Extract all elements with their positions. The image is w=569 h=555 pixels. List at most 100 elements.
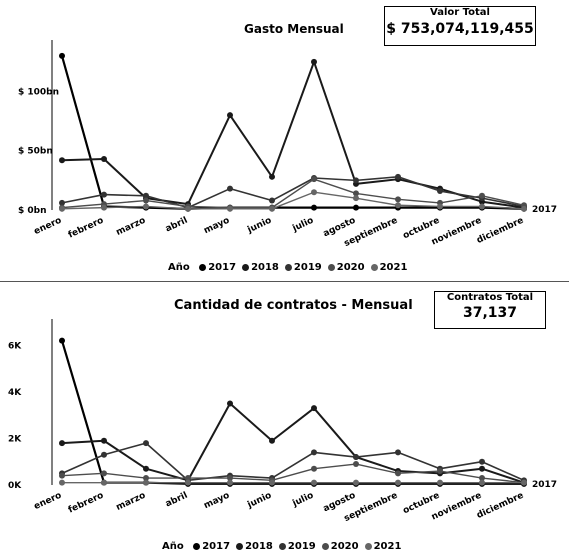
y-tick-label: $ 0bn: [18, 206, 47, 216]
data-point-2018: [269, 437, 275, 444]
x-tick-label: mayo: [202, 216, 231, 237]
x-tick-label: enero: [33, 216, 64, 237]
data-point-2020: [479, 475, 485, 482]
data-point-2021: [479, 479, 485, 486]
data-point-2020: [311, 176, 317, 183]
legend-marker: [364, 543, 372, 550]
data-point-2018: [311, 405, 317, 412]
y-tick-label: 4K: [8, 388, 22, 398]
data-point-2019: [395, 449, 401, 456]
chart-legend: Año 2017 2018 2019 2020 2021: [168, 262, 407, 273]
line-chart-gasto: $ 0bn $ 50bn $ 100bn enero febrero marzo abril…: [18, 40, 557, 249]
series-line-2020: [61, 463, 525, 484]
series-line-2017: [60, 55, 525, 210]
kpi-label: Valor Total: [430, 7, 490, 18]
data-point-2019: [143, 192, 149, 199]
data-point-2019: [59, 199, 65, 206]
series-line-2019: [61, 176, 525, 209]
chart-panel-gasto: Gasto Mensual Valor Total $ 753,074,119,…: [18, 6, 557, 273]
y-tick-label: 2K: [8, 434, 22, 444]
data-point-2018: [101, 156, 107, 163]
data-point-2021: [311, 189, 317, 196]
panel-divider: [0, 281, 569, 282]
kpi-card-valor-total: Valor Total $ 753,074,119,455: [384, 6, 536, 46]
kpi-value: $ 753,074,119,455: [386, 21, 534, 37]
x-tick-label: abril: [164, 216, 189, 235]
data-point-2021: [185, 479, 191, 486]
x-tick-label: febrero: [67, 491, 105, 516]
legend-marker: [370, 264, 378, 271]
data-point-2018: [227, 112, 233, 119]
legend-label: 2017: [202, 541, 231, 552]
data-point-2020: [395, 196, 401, 203]
legend-title: Año: [162, 541, 184, 552]
data-point-2021: [143, 203, 149, 210]
data-point-2021: [59, 479, 65, 486]
legend-item-2017: 2017: [193, 541, 230, 552]
x-tick-label: mayo: [202, 491, 231, 512]
data-point-2018: [59, 440, 65, 447]
x-tick-label: enero: [33, 491, 64, 512]
legend-label: 2020: [336, 262, 365, 273]
x-tick-label: marzo: [115, 216, 148, 238]
data-point-2019: [101, 451, 107, 458]
data-point-2021: [269, 205, 275, 212]
data-point-2021: [143, 479, 149, 486]
data-point-2021: [227, 479, 233, 486]
kpi-card-contratos-total: Contratos Total 37,137: [434, 291, 546, 329]
data-point-2020: [143, 197, 149, 204]
data-point-2018: [479, 465, 485, 472]
data-point-2017: [311, 204, 317, 211]
series-line-2019: [61, 442, 525, 482]
legend-marker: [242, 264, 250, 271]
series-line-2021: [61, 191, 525, 210]
y-tick-label: $ 100bn: [18, 87, 59, 97]
y-tick-label: 0K: [8, 481, 22, 491]
legend-label: 2019: [293, 262, 322, 273]
data-point-2021: [353, 195, 359, 202]
data-point-2017: [59, 52, 65, 59]
legend-marker: [284, 264, 292, 271]
legend-marker: [193, 543, 201, 550]
legend-item-2020: 2020: [327, 262, 365, 273]
legend-label: 2019: [287, 541, 316, 552]
data-point-2021: [311, 479, 317, 486]
legend-marker: [199, 264, 207, 271]
legend-marker: [278, 543, 286, 550]
data-point-2018: [59, 157, 65, 164]
data-point-2020: [353, 461, 359, 468]
series-line-2020: [61, 178, 525, 209]
x-tick-label: julio: [290, 216, 315, 235]
kpi-label: Contratos Total: [446, 292, 534, 303]
legend-label: 2018: [245, 541, 273, 552]
legend-item-2017: 2017: [199, 262, 236, 273]
legend-marker: [321, 543, 329, 550]
chart-title: Gasto Mensual: [244, 22, 344, 36]
legend-label: 2021: [379, 262, 408, 273]
data-point-2021: [521, 479, 527, 486]
data-point-2020: [227, 475, 233, 482]
legend-label: 2020: [330, 541, 359, 552]
legend-title: Año: [168, 262, 190, 273]
legend-label: 2018: [251, 262, 279, 273]
data-point-2021: [353, 479, 359, 486]
x-tick-label: junio: [245, 491, 273, 511]
data-point-2021: [521, 205, 527, 212]
x-tick-label: marzo: [115, 491, 148, 513]
y-tick-label: 6K: [8, 341, 22, 351]
data-point-2019: [353, 454, 359, 461]
data-point-2018: [311, 58, 317, 65]
data-point-2019: [479, 458, 485, 465]
series-line-2018: [61, 60, 525, 209]
data-point-2018: [101, 437, 107, 444]
x-tick-label: junio: [245, 216, 273, 236]
data-point-2019: [227, 185, 233, 192]
data-point-2021: [59, 205, 65, 212]
x-tick-label: diciembre: [475, 491, 525, 521]
legend-item-2021: 2021: [364, 541, 401, 552]
x-tick-label: febrero: [67, 216, 105, 241]
data-point-2019: [395, 173, 401, 180]
chart-legend: Año 2017 2018 2019 2020 2021: [162, 541, 401, 552]
series-end-label: 2017: [532, 480, 557, 490]
data-point-2020: [101, 470, 107, 477]
